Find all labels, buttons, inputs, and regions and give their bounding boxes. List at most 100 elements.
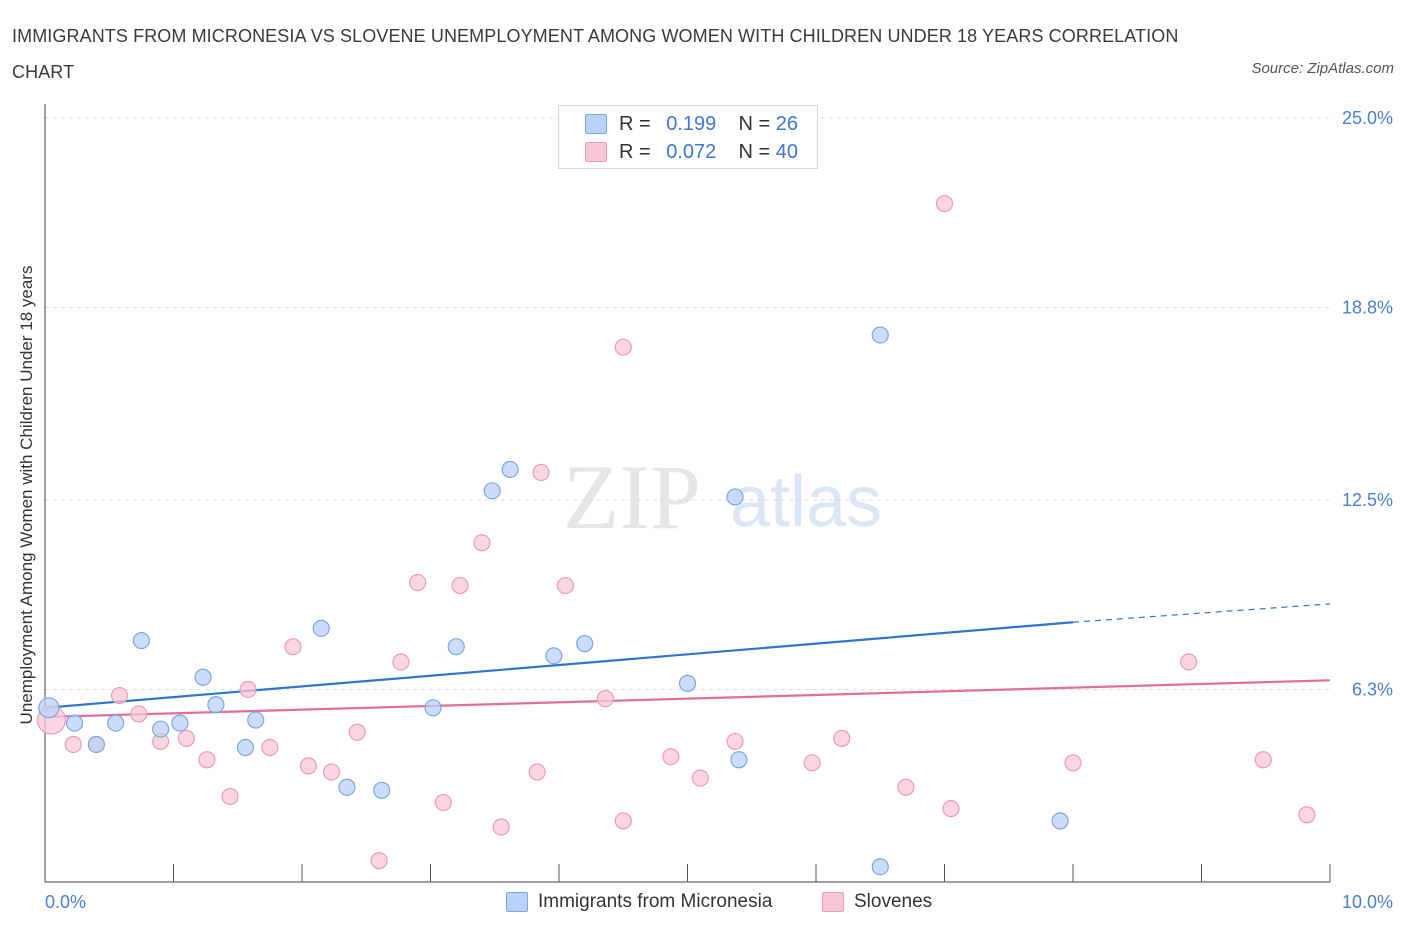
data-point — [501, 460, 519, 479]
data-point — [194, 668, 212, 686]
trend-lines — [44, 603, 1331, 719]
data-point — [532, 463, 550, 482]
watermark-zip: ZIP — [563, 446, 701, 548]
data-point — [409, 573, 427, 592]
data-point — [803, 754, 821, 772]
data-point — [207, 696, 225, 714]
data-point — [871, 858, 889, 876]
legend-stats-micronesia: R = 0.199 N = 26 — [619, 112, 798, 136]
data-point — [1051, 812, 1069, 830]
trend-line — [44, 679, 1331, 719]
legend-label-micronesia: Immigrants from Micronesia — [538, 891, 773, 912]
data-point — [64, 735, 82, 754]
data-point — [65, 714, 84, 732]
y-tick-label: 6.3% — [1352, 679, 1393, 699]
data-point — [614, 338, 632, 356]
legend-n-label: N = — [738, 113, 771, 135]
legend-swatch-micronesia — [506, 892, 528, 912]
data-point — [492, 818, 510, 836]
data-point — [312, 619, 330, 637]
legend-stats-slovenes: R = 0.072 N = 40 — [619, 140, 798, 164]
data-point — [338, 778, 356, 796]
data-point — [434, 793, 452, 812]
data-point — [130, 705, 148, 723]
chart-title: IMMIGRANTS FROM MICRONESIA VS SLOVENE UN… — [12, 26, 1179, 82]
data-point — [261, 738, 279, 757]
data-point — [239, 680, 257, 699]
y-tick-label: 25.0% — [1342, 108, 1393, 128]
data-point — [451, 576, 469, 595]
data-point — [236, 738, 255, 757]
watermark-atlas: atlas — [730, 462, 882, 542]
data-point — [1064, 754, 1082, 772]
data-point — [473, 534, 491, 552]
data-point — [107, 714, 125, 732]
data-point — [177, 729, 195, 747]
data-point — [726, 732, 744, 751]
x-tick-label: 0.0% — [45, 892, 86, 912]
legend-r-label: R = — [619, 141, 651, 163]
data-point — [833, 729, 851, 747]
data-point — [87, 735, 106, 754]
x-tick-label: 10.0% — [1342, 892, 1393, 912]
axes — [44, 104, 1331, 883]
data-points — [36, 194, 1316, 876]
tick-labels: 6.3% 12.5% 18.8% 25.0% 0.0% 10.0% — [45, 108, 1393, 912]
legend-r-value: 0.199 — [666, 113, 717, 135]
trend-line — [44, 621, 1074, 709]
data-point — [556, 576, 575, 595]
data-point — [322, 763, 341, 781]
legend-n-value: 40 — [775, 141, 798, 163]
data-point — [392, 653, 410, 671]
data-point — [424, 699, 442, 717]
data-point — [1254, 751, 1272, 769]
data-point — [662, 748, 680, 766]
data-point — [483, 482, 501, 500]
data-point — [1298, 806, 1316, 824]
data-point — [221, 787, 239, 806]
data-point — [247, 711, 265, 729]
trend-line-extension — [1072, 603, 1331, 623]
legend-swatch-micronesia — [585, 114, 607, 134]
data-point — [528, 763, 546, 781]
data-point — [373, 781, 391, 799]
legend-r-value: 0.072 — [666, 141, 717, 163]
data-point — [198, 751, 216, 769]
data-point — [152, 720, 170, 738]
legend-r-label: R = — [619, 113, 651, 135]
y-tick-label: 12.5% — [1342, 490, 1393, 510]
data-point — [299, 757, 318, 775]
data-point — [730, 751, 748, 769]
legend-n-label: N = — [738, 141, 771, 163]
legend-n-value: 26 — [775, 113, 798, 135]
y-tick-label: 18.8% — [1342, 297, 1393, 317]
data-point — [576, 635, 594, 653]
watermark: ZIP atlas — [563, 446, 882, 548]
gridlines — [45, 117, 1330, 690]
data-point — [691, 769, 709, 787]
data-point — [545, 647, 563, 665]
data-point — [447, 638, 465, 656]
legend-swatch-slovenes — [822, 892, 844, 912]
data-point — [132, 631, 150, 650]
data-point — [678, 674, 697, 692]
legend-swatch-slovenes — [585, 142, 607, 162]
data-point — [942, 800, 960, 818]
correlation-legend: R = 0.199 N = 26 R = 0.072 N = 40 — [558, 105, 818, 169]
data-point — [614, 812, 632, 830]
data-point — [897, 778, 915, 796]
series-legend: Immigrants from Micronesia Slovenes — [0, 888, 1406, 918]
data-point — [871, 326, 889, 344]
data-point — [110, 686, 129, 705]
data-point — [596, 690, 614, 708]
source-label: Source: ZipAtlas.com — [1251, 60, 1394, 77]
data-point — [1180, 653, 1198, 671]
data-point — [38, 697, 60, 719]
data-point — [171, 714, 189, 732]
legend-label-slovenes: Slovenes — [854, 891, 933, 912]
data-point — [935, 194, 954, 213]
data-point — [370, 852, 388, 870]
data-point — [726, 488, 744, 506]
data-point — [348, 723, 366, 741]
